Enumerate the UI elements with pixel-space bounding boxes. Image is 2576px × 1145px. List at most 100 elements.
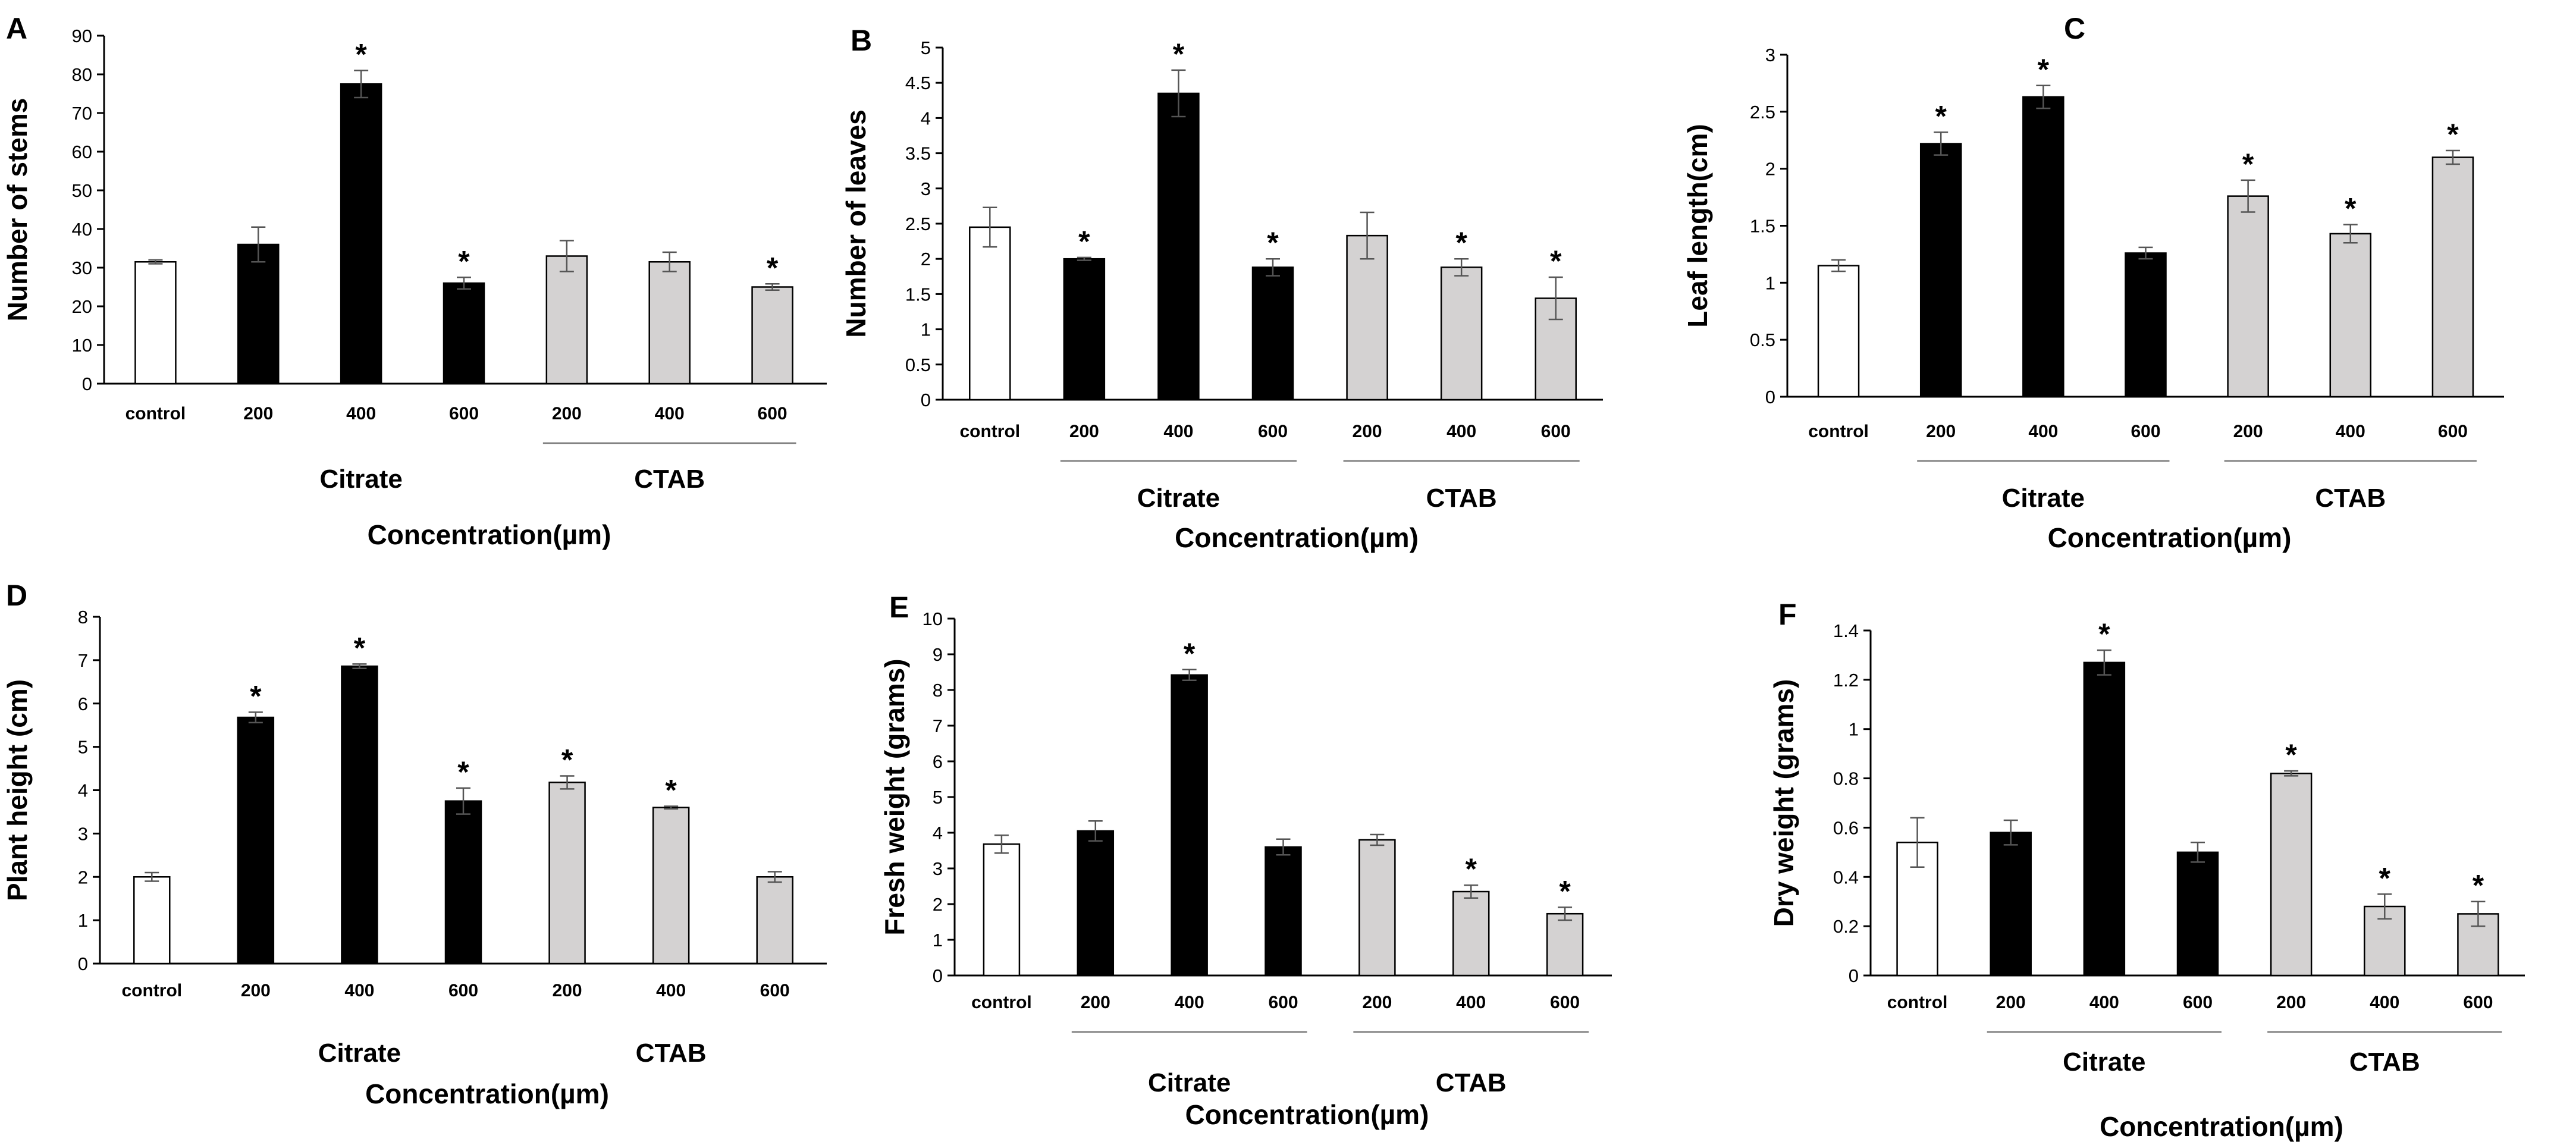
group-label-ctab: CTAB: [1436, 1068, 1507, 1097]
bar-citrate-400: [2083, 661, 2126, 977]
x-tick-label: 400: [655, 404, 685, 424]
error-bar: [2471, 901, 2486, 927]
bar-citrate-400: [1157, 92, 1200, 401]
panel-letter: E: [889, 591, 909, 624]
bar-citrate-200: [1063, 258, 1106, 401]
error-bar: [248, 711, 263, 724]
y-tick-label: 7: [78, 650, 88, 671]
bar-citrate-400: [2022, 96, 2064, 398]
bar-ctab-200: [2227, 195, 2269, 398]
bar-ctab-600: [756, 876, 793, 965]
y-tick-label: 10: [923, 608, 943, 629]
y-tick-label: 2.5: [905, 214, 931, 234]
y-tick-label: 90: [72, 26, 92, 46]
y-tick-label: 1.5: [905, 284, 931, 305]
error-bar: [2097, 649, 2111, 676]
significance-star: *: [665, 773, 677, 807]
error-bar: [2343, 224, 2358, 244]
bar-ctab-400: [648, 261, 691, 385]
x-tick-label: 200: [1996, 993, 2026, 1012]
bar-ctab-400: [1452, 890, 1490, 977]
x-tick-label: 600: [2438, 422, 2468, 441]
y-tick-label: 3.5: [905, 143, 931, 164]
error-bar: [456, 787, 470, 815]
significance-star: *: [354, 631, 366, 664]
bar-ctab-200: [1346, 234, 1388, 401]
significance-star: *: [2379, 861, 2391, 895]
bar-citrate-200: [237, 716, 275, 965]
group-label-citrate: Citrate: [1148, 1068, 1231, 1097]
panel-letter: A: [6, 12, 27, 45]
error-bar: [1934, 131, 1949, 156]
x-tick-label: 400: [2370, 993, 2399, 1012]
x-tick-label: control: [121, 981, 182, 1000]
panel-e: E 0 1 2 3 4 5 6 7 8 9 10 Fresh weight (grams) control…: [879, 591, 1612, 1130]
x-tick-label: 200: [2233, 422, 2263, 441]
x-tick-label: 600: [1550, 993, 1580, 1012]
panel-c: C 0 0.5 1 1.5 2 2.5 3 Leaf length(cm) control * 200…: [1682, 12, 2504, 553]
error-bar: [1360, 211, 1375, 260]
bar-ctab-200: [2270, 773, 2313, 977]
y-axis-title: Leaf length(cm): [1682, 124, 1713, 327]
significance-star: *: [355, 38, 367, 71]
group-label-ctab: CTAB: [634, 465, 705, 494]
significance-star: *: [1935, 99, 1947, 133]
x-axis-title: Concentration(µm): [368, 519, 611, 550]
significance-star: *: [1550, 244, 1562, 278]
error-bar: [251, 226, 266, 263]
error-bar: [2036, 84, 2051, 109]
significance-star: *: [2098, 617, 2110, 651]
error-bar: [664, 805, 679, 810]
error-bar: [1370, 833, 1385, 846]
x-tick-label: 600: [2131, 422, 2160, 441]
x-tick-label: 200: [2276, 993, 2306, 1012]
y-tick-label: 40: [72, 219, 92, 240]
error-bar: [1910, 817, 1925, 868]
y-tick-label: 6: [933, 751, 943, 772]
y-tick-label: 0.5: [1750, 330, 1775, 350]
panel-letter: F: [1778, 598, 1797, 631]
bar-citrate-600: [1251, 266, 1294, 401]
y-tick-label: 0.5: [905, 355, 931, 375]
y-tick-label: 2: [921, 249, 931, 269]
y-tick-label: 5: [933, 787, 943, 808]
y-tick-label: 6: [78, 694, 88, 714]
bar-ctab-400: [652, 807, 690, 965]
y-tick-label: 30: [72, 258, 92, 278]
y-axis-title: Plant height (cm): [2, 679, 33, 901]
y-tick-label: 60: [72, 142, 92, 162]
x-axis-title: Concentration(µm): [2048, 522, 2292, 553]
error-bar: [2191, 842, 2205, 863]
error-bar: [2377, 893, 2392, 920]
error-bar: [145, 871, 159, 882]
y-tick-label: 50: [72, 180, 92, 201]
x-tick-label: 200: [243, 404, 273, 424]
y-tick-label: 0.4: [1833, 867, 1859, 887]
panel-b: B 0 0.5 1 1.5 2 2.5 3 3.5 4 4.5 5 Number of leaves co…: [840, 24, 1603, 553]
x-tick-label: 600: [1258, 422, 1288, 441]
x-tick-label: control: [959, 422, 1020, 441]
error-bar: [1266, 258, 1280, 277]
significance-star: *: [1465, 852, 1477, 886]
y-tick-label: 3: [78, 823, 88, 844]
group-label-citrate: Citrate: [1137, 484, 1220, 513]
x-axis-title: Concentration(µm): [365, 1078, 609, 1109]
x-tick-label: 200: [1069, 422, 1099, 441]
bar-citrate-400: [1171, 674, 1208, 977]
x-tick-label: 600: [448, 981, 478, 1000]
group-label-ctab: CTAB: [1426, 484, 1497, 513]
x-tick-label: 600: [1541, 422, 1571, 441]
bar-citrate-600: [1265, 846, 1302, 977]
x-tick-label: 400: [2336, 422, 2365, 441]
group-label-ctab: CTAB: [2349, 1047, 2420, 1077]
x-tick-label: 200: [1362, 993, 1392, 1012]
bar-ctab-200: [548, 782, 586, 965]
x-tick-label: 400: [1447, 422, 1476, 441]
x-tick-label: 200: [1926, 422, 1956, 441]
error-bar: [1831, 259, 1846, 272]
significance-star: *: [1559, 874, 1571, 908]
y-axis-title: Fresh weight (grams): [879, 658, 910, 935]
group-label-citrate: Citrate: [2002, 484, 2085, 513]
bar-control-control: [983, 843, 1021, 977]
